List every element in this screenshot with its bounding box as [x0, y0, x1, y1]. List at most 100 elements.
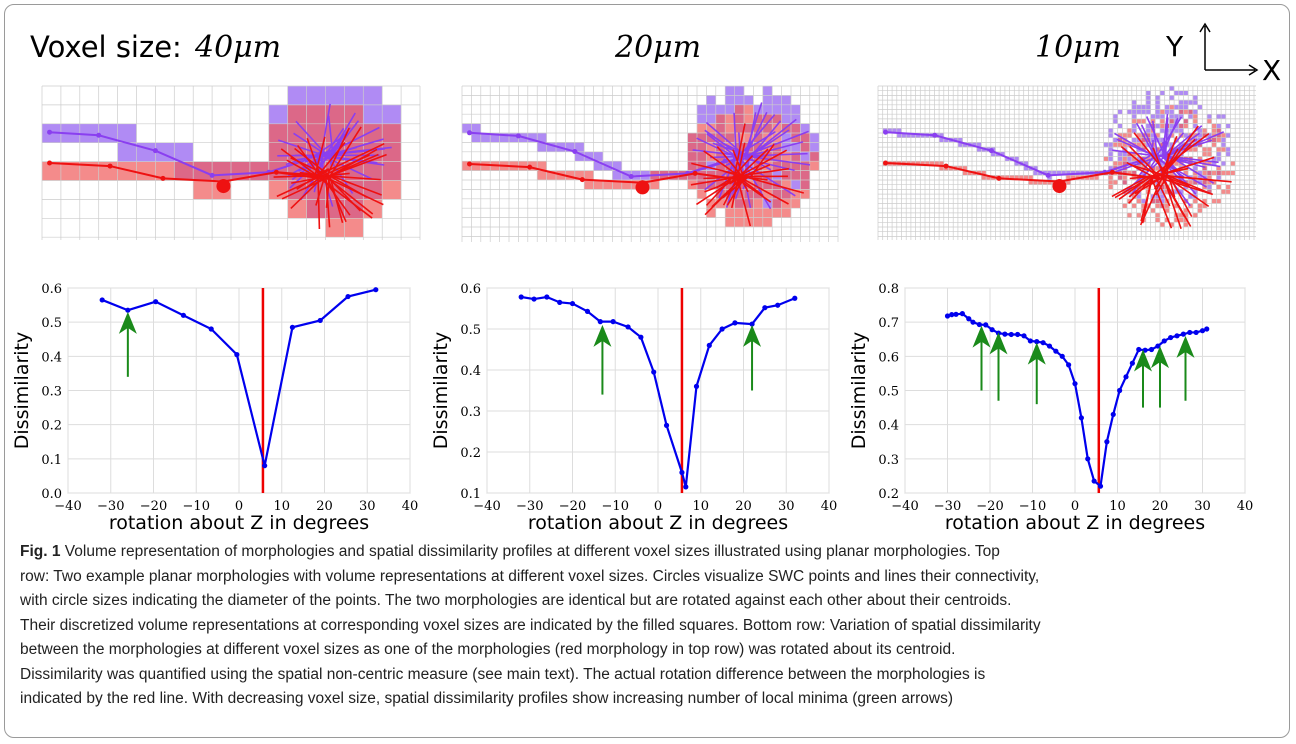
voxel: [1141, 104, 1146, 110]
voxel: [1221, 170, 1226, 176]
voxel: [929, 161, 935, 166]
axis-y-label: Y: [1165, 30, 1184, 63]
voxel: [715, 123, 726, 133]
panel-title: 40μm: [194, 30, 281, 65]
voxel-label: Voxel size:: [30, 30, 182, 64]
voxel: [1207, 180, 1212, 185]
branch: [733, 123, 746, 177]
voxel: [762, 170, 773, 180]
voxel: [1183, 109, 1189, 115]
voxel: [1136, 109, 1142, 115]
voxel: [800, 170, 810, 180]
voxel: [762, 86, 773, 96]
x-axis-label: rotation about Z in degrees: [109, 512, 369, 534]
voxel: [1169, 142, 1175, 148]
data-point: [1078, 415, 1084, 421]
branch: [315, 174, 373, 219]
voxel: [687, 133, 697, 143]
swc-point: [579, 177, 585, 183]
voxel: [1216, 184, 1222, 190]
voxel: [1216, 151, 1222, 157]
data-point: [584, 308, 591, 314]
panel-title: 10μm: [1035, 30, 1121, 65]
caption-text: between the morphologies at different vo…: [20, 641, 956, 658]
data-point: [544, 294, 550, 300]
voxel: [1155, 109, 1160, 115]
x-tick-label: −20: [559, 499, 586, 514]
voxel: [574, 151, 585, 162]
voxel: [772, 95, 782, 105]
x-tick-label: 30: [1194, 499, 1211, 514]
voxel: [1169, 104, 1175, 110]
voxel: [809, 151, 820, 162]
voxel: [1131, 156, 1137, 162]
soma: [635, 180, 650, 195]
voxel: [1127, 128, 1132, 133]
voxel: [1183, 104, 1189, 110]
minimum-arrow: [1151, 346, 1169, 408]
voxel: [1192, 114, 1198, 119]
voxel: [687, 170, 697, 180]
data-point: [1161, 338, 1167, 344]
voxel: [1160, 137, 1165, 143]
voxel: [1192, 100, 1198, 105]
voxel: [1197, 170, 1203, 176]
voxel: [1113, 180, 1118, 185]
branch: [1149, 175, 1173, 229]
voxel: [1225, 189, 1231, 195]
voxel: [762, 208, 773, 218]
voxel: [1122, 175, 1128, 180]
branch: [722, 142, 750, 157]
data-point: [732, 320, 738, 326]
voxel: [762, 104, 773, 115]
x-tick-label: −10: [602, 499, 629, 514]
voxel: [762, 114, 773, 124]
voxel: [1225, 147, 1231, 152]
branch: [1135, 122, 1155, 156]
data-point: [125, 307, 131, 313]
y-tick-label: 0.6: [41, 282, 62, 297]
voxel: [706, 123, 716, 133]
y-tick-label: 0.0: [41, 487, 62, 502]
caption-text: with circle sizes indicating the diamete…: [20, 592, 1012, 609]
voxel: [1183, 123, 1189, 129]
voxel: [1202, 184, 1207, 190]
arrow-head: [989, 332, 1008, 355]
voxel: [471, 123, 481, 133]
voxel: [480, 133, 491, 143]
minimum-arrow: [1176, 335, 1195, 401]
branch: [730, 176, 740, 209]
branch: [1159, 174, 1186, 218]
voxel: [1225, 170, 1231, 176]
voxel: [1178, 123, 1184, 129]
voxel: [1192, 212, 1198, 218]
soma: [1052, 179, 1067, 194]
voxel: [1155, 114, 1160, 119]
voxel: [1197, 156, 1203, 162]
branch: [1161, 113, 1169, 156]
branch: [329, 172, 350, 177]
voxel: [915, 133, 921, 138]
y-tick-label: 0.4: [878, 419, 899, 434]
voxel: [687, 161, 697, 171]
voxel: [1178, 189, 1184, 195]
voxel: [1174, 217, 1179, 223]
voxel: [1004, 156, 1010, 162]
x-axis-label: rotation about Z in degrees: [945, 512, 1205, 534]
voxel: [1014, 175, 1019, 180]
voxel: [1230, 170, 1236, 176]
minimum-arrow: [593, 324, 612, 395]
voxel: [1113, 137, 1118, 143]
y-tick-label: 0.1: [41, 453, 62, 468]
voxel: [574, 170, 585, 180]
data-point: [1066, 362, 1072, 368]
voxel: [744, 95, 754, 105]
voxel: [1150, 208, 1156, 213]
voxel: [1108, 156, 1113, 162]
voxel: [1131, 151, 1137, 157]
voxel: [1183, 133, 1189, 138]
voxel: [957, 165, 963, 171]
voxel: [306, 104, 326, 124]
x-tick-label: 10: [273, 499, 290, 514]
voxel: [1211, 137, 1217, 143]
